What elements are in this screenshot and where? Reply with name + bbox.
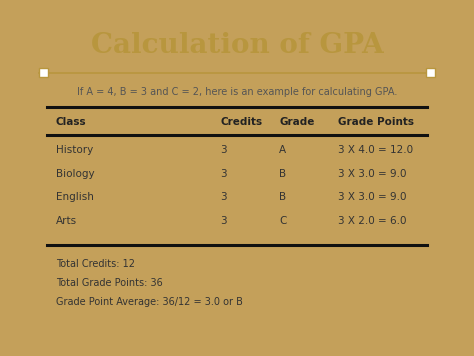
Text: Total Credits: 12: Total Credits: 12 <box>55 259 135 269</box>
Text: 3 X 3.0 = 9.0: 3 X 3.0 = 9.0 <box>338 169 407 179</box>
Text: 3 X 2.0 = 6.0: 3 X 2.0 = 6.0 <box>338 216 407 226</box>
Text: Grade Points: Grade Points <box>338 117 414 127</box>
Text: 3 X 3.0 = 9.0: 3 X 3.0 = 9.0 <box>338 192 407 202</box>
Text: 3 X 4.0 = 12.0: 3 X 4.0 = 12.0 <box>338 145 413 155</box>
Text: 3: 3 <box>220 216 227 226</box>
Text: Class: Class <box>55 117 86 127</box>
Text: English: English <box>55 192 93 202</box>
Text: 3: 3 <box>220 145 227 155</box>
Text: Biology: Biology <box>55 169 94 179</box>
Text: If A = 4, B = 3 and C = 2, here is an example for calculating GPA.: If A = 4, B = 3 and C = 2, here is an ex… <box>77 87 397 97</box>
Text: B: B <box>279 169 286 179</box>
Text: Calculation of GPA: Calculation of GPA <box>91 32 383 59</box>
Text: Arts: Arts <box>55 216 77 226</box>
Text: Total Grade Points: 36: Total Grade Points: 36 <box>55 278 163 288</box>
Text: A: A <box>279 145 286 155</box>
Text: C: C <box>279 216 287 226</box>
Text: 3: 3 <box>220 169 227 179</box>
Text: Grade: Grade <box>279 117 315 127</box>
Text: B: B <box>279 192 286 202</box>
Bar <box>426 68 435 77</box>
Text: Grade Point Average: 36/12 = 3.0 or B: Grade Point Average: 36/12 = 3.0 or B <box>55 297 243 307</box>
Text: Credits: Credits <box>220 117 262 127</box>
Bar <box>39 68 48 77</box>
Text: History: History <box>55 145 93 155</box>
Text: 3: 3 <box>220 192 227 202</box>
